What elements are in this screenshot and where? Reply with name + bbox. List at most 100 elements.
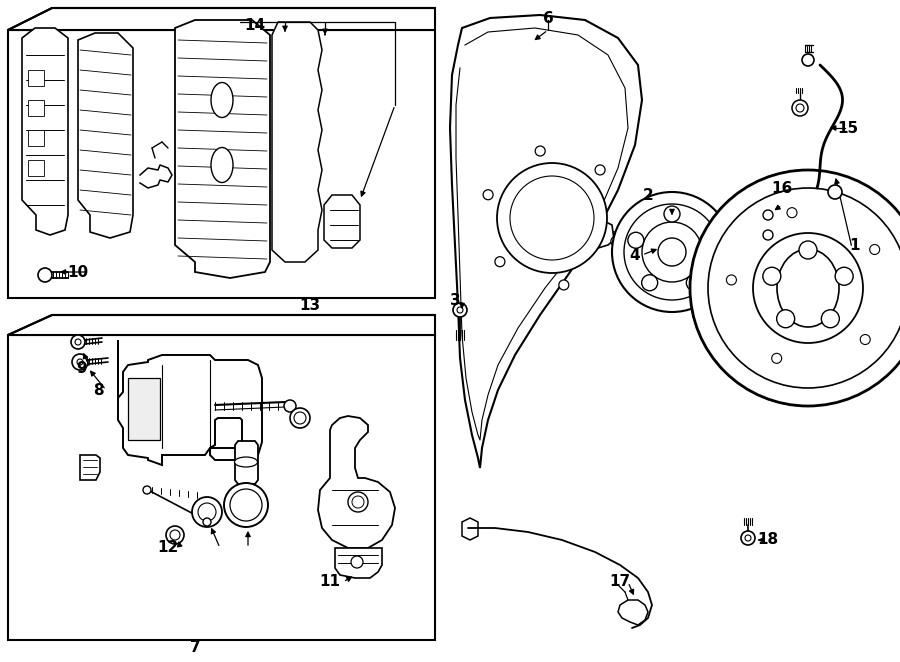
Circle shape [457,307,463,313]
Polygon shape [235,441,258,484]
Bar [8,30,435,298]
Circle shape [799,241,817,259]
Circle shape [700,232,716,248]
Circle shape [763,267,781,285]
Circle shape [72,354,88,370]
Circle shape [763,210,773,220]
Circle shape [869,244,879,254]
Circle shape [77,359,83,365]
Circle shape [658,238,686,266]
Text: 16: 16 [771,181,793,195]
Polygon shape [22,28,68,235]
Circle shape [860,334,870,344]
Circle shape [687,275,702,291]
Circle shape [628,232,644,248]
Circle shape [835,267,853,285]
Circle shape [708,188,900,388]
Ellipse shape [235,457,257,467]
Circle shape [284,400,296,412]
Circle shape [642,222,702,282]
Text: 6: 6 [543,11,553,26]
Ellipse shape [777,249,839,327]
Circle shape [483,190,493,200]
Circle shape [71,335,85,349]
Polygon shape [318,416,395,548]
Polygon shape [462,518,478,540]
Circle shape [612,192,732,312]
Circle shape [611,236,621,246]
Text: 18: 18 [758,532,778,547]
Circle shape [595,165,605,175]
Circle shape [166,526,184,544]
Circle shape [777,310,795,328]
Text: 12: 12 [158,540,178,555]
Circle shape [230,489,262,521]
Polygon shape [118,340,262,465]
Text: 8: 8 [93,383,104,397]
Circle shape [722,272,748,298]
Circle shape [224,483,268,527]
Circle shape [828,185,842,199]
Circle shape [348,492,368,512]
Circle shape [75,339,81,345]
Text: 15: 15 [837,120,859,136]
Polygon shape [618,600,648,625]
Text: 9: 9 [76,361,87,375]
Circle shape [198,503,216,521]
Circle shape [787,208,797,218]
Ellipse shape [211,148,233,183]
Bar [28,70,44,86]
Polygon shape [8,8,435,30]
Circle shape [642,275,658,291]
Circle shape [143,486,151,494]
Ellipse shape [211,83,233,117]
Circle shape [559,280,569,290]
Circle shape [510,176,594,260]
Bar [128,378,160,440]
Circle shape [351,556,363,568]
Circle shape [726,275,736,285]
Circle shape [796,104,804,112]
Text: 4: 4 [630,248,640,263]
Bar [28,100,44,116]
Bar [28,160,44,176]
Text: 3: 3 [450,293,460,308]
Circle shape [203,518,211,526]
Circle shape [38,268,52,282]
Circle shape [495,257,505,267]
Circle shape [741,531,755,545]
Text: 7: 7 [190,641,201,655]
Circle shape [290,408,310,428]
Text: 11: 11 [320,575,340,589]
Text: 1: 1 [850,238,860,252]
Text: 17: 17 [609,575,631,589]
Circle shape [727,277,743,293]
Polygon shape [324,195,360,248]
Circle shape [753,233,863,343]
Circle shape [192,497,222,527]
Circle shape [822,310,840,328]
Polygon shape [175,20,270,278]
Circle shape [802,54,814,66]
Circle shape [771,354,782,363]
Text: 14: 14 [245,17,266,32]
Circle shape [792,100,808,116]
Text: 5: 5 [713,293,724,308]
Circle shape [664,206,680,222]
Circle shape [352,496,364,508]
Polygon shape [78,33,133,238]
Polygon shape [8,315,435,335]
Bar [28,130,44,146]
Circle shape [170,530,180,540]
Text: 10: 10 [68,265,88,279]
Polygon shape [335,548,382,578]
Polygon shape [80,455,100,480]
Circle shape [745,535,751,541]
Circle shape [294,412,306,424]
Polygon shape [588,212,614,248]
Circle shape [453,303,467,317]
Polygon shape [450,15,642,468]
Circle shape [536,146,545,156]
Bar [8,335,435,640]
Text: 2: 2 [643,187,653,203]
